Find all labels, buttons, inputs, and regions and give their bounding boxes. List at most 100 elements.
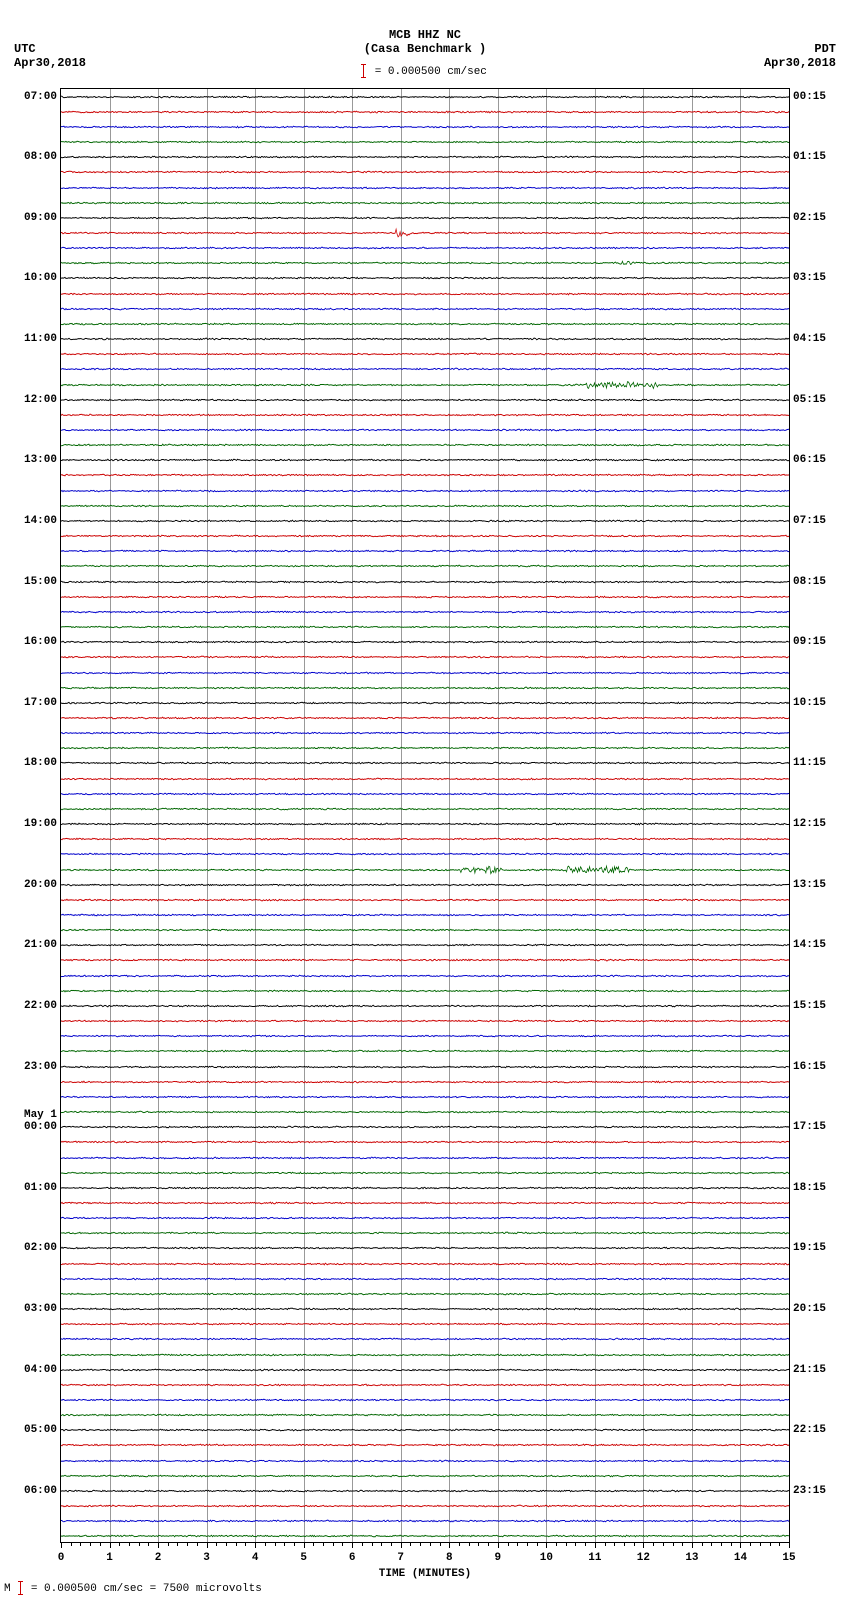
seismic-trace bbox=[61, 513, 789, 529]
x-tick-label: 15 bbox=[782, 1552, 795, 1564]
seismic-trace bbox=[61, 771, 789, 787]
scale-text: = 0.000500 cm/sec bbox=[375, 66, 487, 78]
seismic-trace bbox=[61, 937, 789, 953]
footer-prefix: M bbox=[4, 1583, 11, 1595]
seismic-trace bbox=[61, 286, 789, 302]
timezone-left: UTC Apr30,2018 bbox=[14, 42, 86, 70]
footer-text: = 0.000500 cm/sec = 7500 microvolts bbox=[31, 1583, 262, 1595]
left-time-label: 18:00 bbox=[24, 758, 61, 769]
seismic-trace bbox=[61, 1347, 789, 1363]
left-time-label: 12:00 bbox=[24, 395, 61, 406]
seismic-trace bbox=[61, 422, 789, 438]
right-time-label: 04:15 bbox=[789, 334, 826, 345]
seismic-trace bbox=[61, 1043, 789, 1059]
seismic-trace bbox=[61, 270, 789, 286]
seismic-trace bbox=[61, 225, 789, 241]
seismic-trace bbox=[61, 543, 789, 559]
seismic-trace bbox=[61, 740, 789, 756]
seismic-trace bbox=[61, 1089, 789, 1105]
right-time-label: 11:15 bbox=[789, 758, 826, 769]
left-time-label: 02:00 bbox=[24, 1243, 61, 1254]
seismic-trace bbox=[61, 574, 789, 590]
left-time-label: 08:00 bbox=[24, 152, 61, 163]
plot-area: TIME (MINUTES) 012345678910111213141507:… bbox=[60, 88, 790, 1543]
right-time-label: 15:15 bbox=[789, 1001, 826, 1012]
right-time-label: 20:15 bbox=[789, 1304, 826, 1315]
seismic-trace bbox=[61, 164, 789, 180]
seismic-trace bbox=[61, 1074, 789, 1090]
seismic-trace bbox=[61, 210, 789, 226]
seismic-trace bbox=[61, 89, 789, 105]
x-tick-label: 6 bbox=[349, 1552, 356, 1564]
seismic-trace bbox=[61, 998, 789, 1014]
left-time-label: 00:00 bbox=[24, 1122, 61, 1133]
seismic-trace bbox=[61, 1362, 789, 1378]
seismic-trace bbox=[61, 877, 789, 893]
seismic-trace bbox=[61, 483, 789, 499]
seismic-trace bbox=[61, 892, 789, 908]
seismic-trace bbox=[61, 665, 789, 681]
seismic-trace bbox=[61, 619, 789, 635]
right-time-label: 12:15 bbox=[789, 819, 826, 830]
left-time-label: 10:00 bbox=[24, 273, 61, 284]
title-line1: MCB HHZ NC bbox=[0, 28, 850, 42]
left-time-label: 01:00 bbox=[24, 1183, 61, 1194]
seismic-trace bbox=[61, 1225, 789, 1241]
seismic-trace bbox=[61, 377, 789, 393]
seismic-trace bbox=[61, 346, 789, 362]
scale-legend: = 0.000500 cm/sec bbox=[0, 64, 850, 78]
seismic-trace bbox=[61, 392, 789, 408]
seismic-trace bbox=[61, 634, 789, 650]
x-tick-label: 11 bbox=[588, 1552, 601, 1564]
seismic-trace bbox=[61, 104, 789, 120]
seismic-trace bbox=[61, 1240, 789, 1256]
left-time-label: 05:00 bbox=[24, 1425, 61, 1436]
seismic-trace bbox=[61, 1195, 789, 1211]
seismic-trace bbox=[61, 1392, 789, 1408]
left-time-label: 15:00 bbox=[24, 577, 61, 588]
right-time-label: 17:15 bbox=[789, 1122, 826, 1133]
seismic-trace bbox=[61, 968, 789, 984]
x-tick-label: 12 bbox=[637, 1552, 650, 1564]
tick-major bbox=[789, 1542, 790, 1548]
seismic-trace bbox=[61, 467, 789, 483]
left-time-label: 16:00 bbox=[24, 637, 61, 648]
left-time-label: 22:00 bbox=[24, 1001, 61, 1012]
seismic-trace bbox=[61, 180, 789, 196]
seismic-trace bbox=[61, 361, 789, 377]
seismic-trace bbox=[61, 725, 789, 741]
right-time-label: 19:15 bbox=[789, 1243, 826, 1254]
seismic-trace bbox=[61, 301, 789, 317]
seismic-trace bbox=[61, 983, 789, 999]
seismic-trace bbox=[61, 1316, 789, 1332]
right-time-label: 03:15 bbox=[789, 273, 826, 284]
seismic-trace bbox=[61, 604, 789, 620]
seismic-trace bbox=[61, 1119, 789, 1135]
seismic-trace bbox=[61, 831, 789, 847]
seismic-trace bbox=[61, 1180, 789, 1196]
seismic-trace bbox=[61, 1286, 789, 1302]
right-time-label: 01:15 bbox=[789, 152, 826, 163]
left-time-label: 03:00 bbox=[24, 1304, 61, 1315]
left-time-label: 13:00 bbox=[24, 455, 61, 466]
seismic-trace bbox=[61, 331, 789, 347]
x-tick-label: 1 bbox=[106, 1552, 113, 1564]
right-time-label: 10:15 bbox=[789, 698, 826, 709]
seismic-trace bbox=[61, 1483, 789, 1499]
left-time-label: 04:00 bbox=[24, 1365, 61, 1376]
seismic-trace bbox=[61, 240, 789, 256]
seismic-trace bbox=[61, 1150, 789, 1166]
seismic-trace bbox=[61, 1104, 789, 1120]
right-time-label: 16:15 bbox=[789, 1062, 826, 1073]
seismic-trace bbox=[61, 1013, 789, 1029]
left-time-label: 20:00 bbox=[24, 880, 61, 891]
right-time-label: 09:15 bbox=[789, 637, 826, 648]
left-time-label: 23:00 bbox=[24, 1062, 61, 1073]
seismic-trace bbox=[61, 1301, 789, 1317]
seismic-trace bbox=[61, 1528, 789, 1544]
right-time-label: 18:15 bbox=[789, 1183, 826, 1194]
x-tick-label: 7 bbox=[397, 1552, 404, 1564]
seismic-trace bbox=[61, 437, 789, 453]
seismic-trace bbox=[61, 1256, 789, 1272]
seismic-trace bbox=[61, 589, 789, 605]
